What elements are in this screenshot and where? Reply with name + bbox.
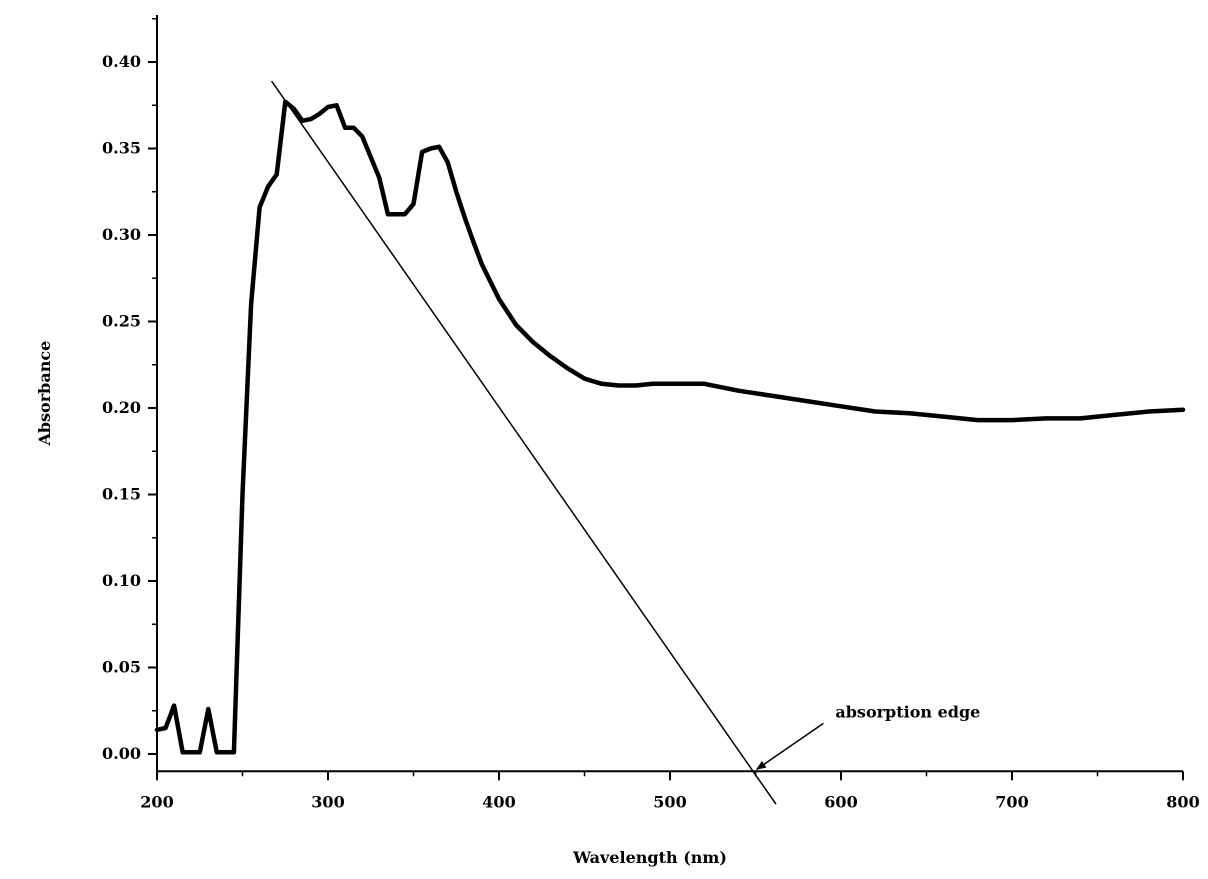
y-axis-title: Absorbance xyxy=(35,341,54,447)
y-tick-label: 0.00 xyxy=(102,744,141,763)
y-tick-label: 0.25 xyxy=(102,312,141,331)
absorption-edge-arrow xyxy=(755,722,824,770)
x-tick-label: 500 xyxy=(653,792,686,811)
y-tick-label: 0.15 xyxy=(102,485,141,504)
x-tick-label: 400 xyxy=(482,792,515,811)
absorption-edge-label: absorption edge xyxy=(835,702,980,721)
y-tick-label: 0.40 xyxy=(102,52,141,71)
x-tick-label: 700 xyxy=(995,792,1028,811)
x-tick-label: 800 xyxy=(1166,792,1199,811)
x-tick-label: 300 xyxy=(311,792,344,811)
y-tick-label: 0.05 xyxy=(102,658,141,677)
y-tick-label: 0.10 xyxy=(102,571,141,590)
x-axis-title: Wavelength (nm) xyxy=(572,848,727,867)
y-tick-label: 0.20 xyxy=(102,398,141,417)
y-tick-label: 0.30 xyxy=(102,225,141,244)
annotations: absorption edge xyxy=(270,80,980,805)
y-axis: 0.00 0.05 0.10 0.15 0.20 0.25 0.30 0.35 0.40 xyxy=(102,15,158,772)
series-group xyxy=(154,99,1186,755)
x-tick-label: 600 xyxy=(824,792,857,811)
x-tick-label: 200 xyxy=(140,792,173,811)
tangent-line xyxy=(270,80,777,805)
absorbance-series-line xyxy=(154,99,1186,755)
x-axis: 200 300 400 500 600 700 800 xyxy=(140,770,1200,811)
y-tick-label: 0.35 xyxy=(102,139,141,158)
